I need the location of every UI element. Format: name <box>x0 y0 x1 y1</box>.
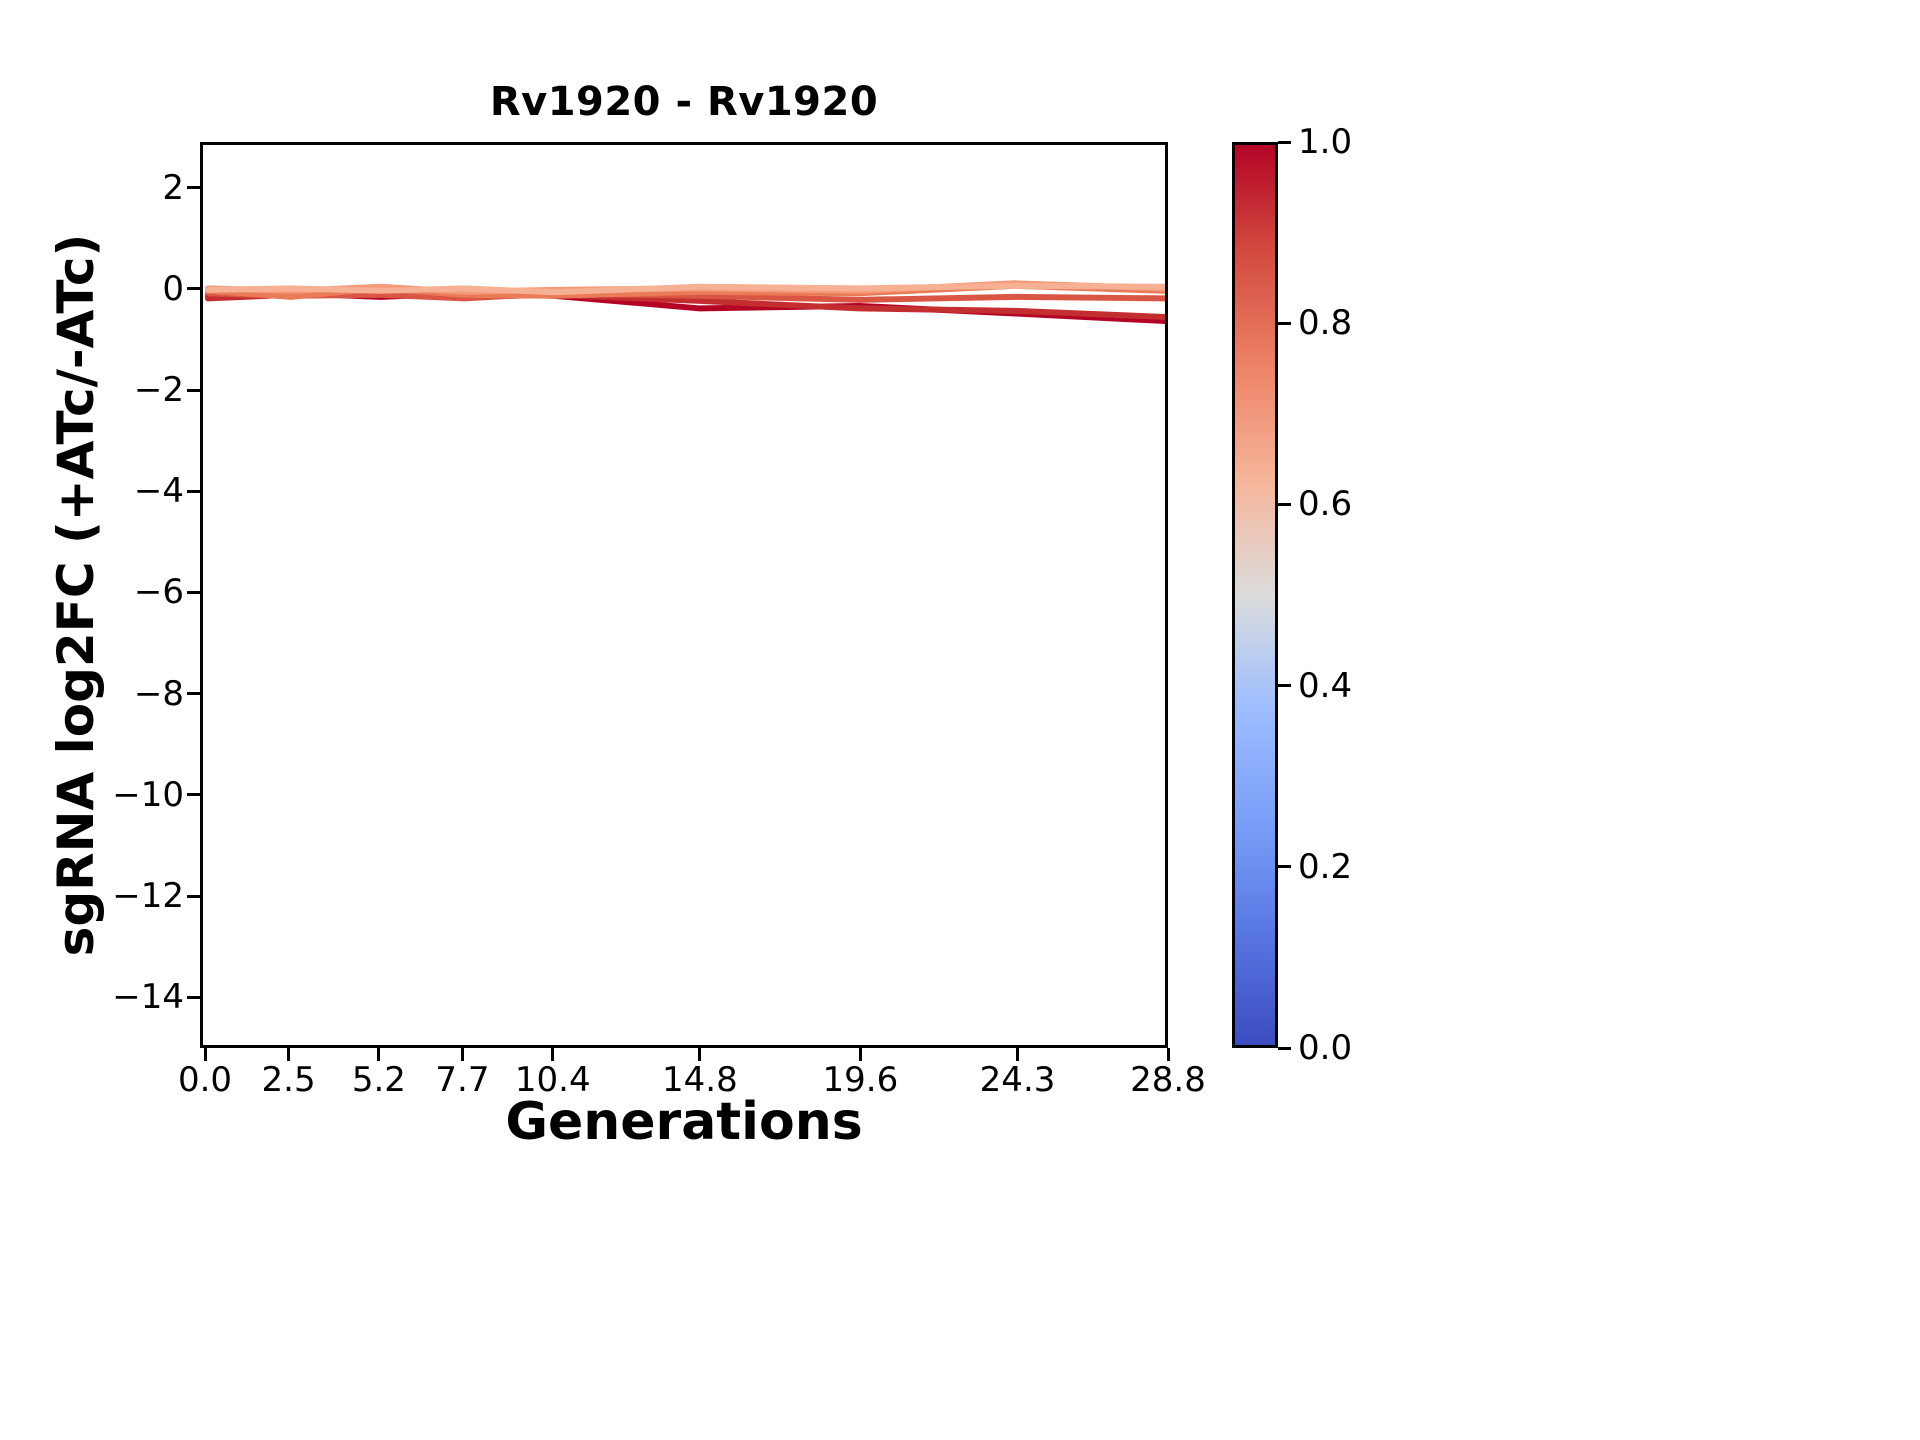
x-tick-label: 2.5 <box>261 1060 316 1100</box>
colorbar-tick-mark <box>1278 684 1291 688</box>
x-tick-mark <box>698 1048 702 1061</box>
y-tick-mark <box>187 995 200 999</box>
colorbar-tick-label: 0.0 <box>1298 1028 1353 1068</box>
colorbar-tick-mark <box>1278 140 1291 144</box>
x-tick-label: 28.8 <box>1130 1060 1206 1100</box>
x-tick-mark <box>287 1048 291 1061</box>
series-line-6 <box>204 282 1165 296</box>
y-tick-label: −12 <box>112 876 184 917</box>
colorbar-tick-label: 0.6 <box>1298 484 1353 525</box>
y-tick-label: −2 <box>133 370 184 410</box>
x-tick-label: 5.2 <box>351 1060 406 1100</box>
x-tick-label: 24.3 <box>979 1060 1056 1100</box>
y-tick-mark <box>187 590 200 594</box>
y-tick-label: −6 <box>133 572 184 613</box>
line-series-svg <box>204 280 1165 325</box>
x-tick-label: 19.6 <box>822 1060 899 1100</box>
y-tick-mark <box>187 186 200 190</box>
y-tick-label: −10 <box>112 774 184 815</box>
colorbar-tick-label: 0.4 <box>1298 665 1353 706</box>
x-tick-mark <box>1166 1048 1170 1061</box>
x-tick-mark <box>1016 1048 1020 1061</box>
x-tick-mark <box>858 1048 862 1061</box>
colorbar-tick-mark <box>1278 502 1291 506</box>
y-tick-mark <box>187 388 200 392</box>
y-tick-mark <box>187 894 200 898</box>
y-tick-label: −4 <box>133 471 184 512</box>
colorbar-tick-mark <box>1278 321 1291 325</box>
y-tick-mark <box>187 692 200 696</box>
x-tick-mark <box>460 1048 464 1061</box>
x-tick-label: 14.8 <box>662 1060 738 1100</box>
x-tick-label: 7.7 <box>435 1060 490 1100</box>
colorbar-tick-mark <box>1278 1046 1291 1050</box>
colorbar-tick-label: 0.8 <box>1298 303 1353 344</box>
x-axis-label: Generations <box>505 1092 863 1152</box>
chart-title: Rv1920 - Rv1920 <box>489 79 879 125</box>
y-tick-label: 2 <box>162 167 184 208</box>
y-tick-mark <box>187 489 200 493</box>
colorbar-tick-mark <box>1278 865 1291 869</box>
y-tick-label: 0 <box>162 268 184 309</box>
x-tick-label: 10.4 <box>514 1060 591 1100</box>
plot-area <box>200 142 1168 1048</box>
x-tick-label: 0.0 <box>177 1060 233 1100</box>
y-tick-label: −8 <box>133 673 184 714</box>
y-tick-mark <box>187 793 200 797</box>
colorbar-tick-label: 1.0 <box>1298 122 1353 162</box>
x-tick-mark <box>203 1048 207 1061</box>
colorbar <box>1232 142 1278 1048</box>
x-tick-mark <box>377 1048 381 1061</box>
colorbar-tick-label: 0.2 <box>1298 846 1353 887</box>
y-tick-label: −14 <box>112 977 184 1018</box>
y-tick-mark <box>187 287 200 291</box>
x-tick-mark <box>551 1048 555 1061</box>
